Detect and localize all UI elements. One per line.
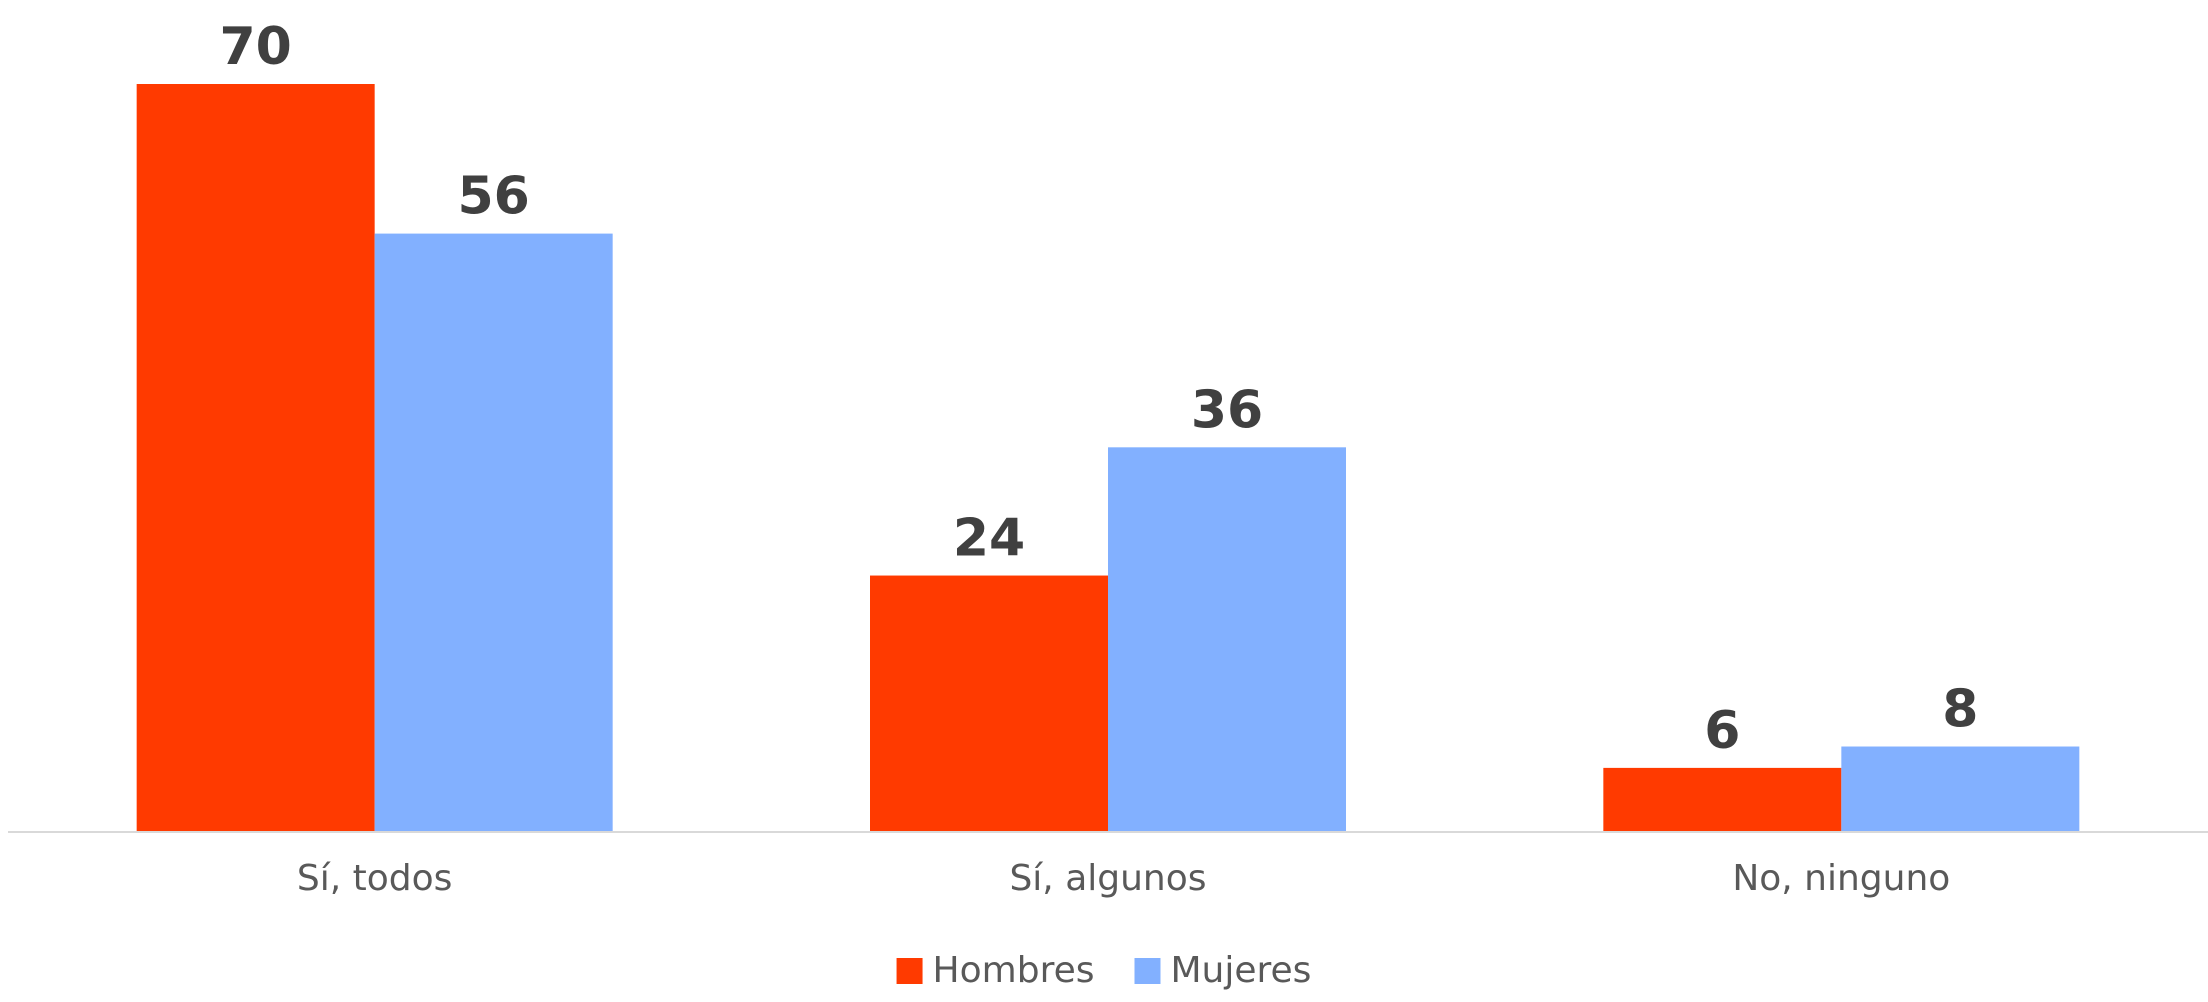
value-label-hombres-si-algunos: 24: [953, 509, 1025, 569]
bar-mujeres-no-ninguno: [1841, 746, 2080, 832]
bar-hombres-si-todos: [136, 84, 375, 832]
legend-item-hombres: Hombres: [896, 950, 1095, 991]
bar-hombres-si-algunos: [870, 575, 1108, 832]
category-label-no-ninguno: No, ninguno: [1732, 858, 1950, 899]
value-label-mujeres-no-ninguno: 8: [1942, 680, 1978, 740]
bar-mujeres-si-todos: [374, 233, 613, 833]
legend-swatch-mujeres: [1134, 958, 1161, 984]
bars-group: [136, 84, 2080, 833]
category-labels-group: Sí, todos Sí, algunos No, ninguno: [297, 858, 1950, 899]
legend-swatch-hombres: [896, 958, 923, 984]
value-label-hombres-si-todos: 70: [219, 17, 291, 77]
bar-mujeres-si-algunos: [1108, 447, 1346, 832]
value-label-mujeres-si-algunos: 36: [1191, 380, 1263, 440]
category-label-si-todos: Sí, todos: [297, 858, 453, 899]
legend: Hombres Mujeres: [896, 950, 1311, 991]
category-label-si-algunos: Sí, algunos: [1009, 858, 1206, 899]
value-label-hombres-no-ninguno: 6: [1704, 701, 1740, 761]
value-labels-group: 70 56 24 36 6 8: [219, 17, 1978, 761]
bar-hombres-no-ninguno: [1603, 767, 1842, 832]
legend-label-mujeres: Mujeres: [1170, 950, 1311, 991]
legend-item-mujeres: Mujeres: [1134, 950, 1311, 991]
value-label-mujeres-si-todos: 56: [457, 167, 529, 227]
legend-label-hombres: Hombres: [933, 950, 1095, 991]
